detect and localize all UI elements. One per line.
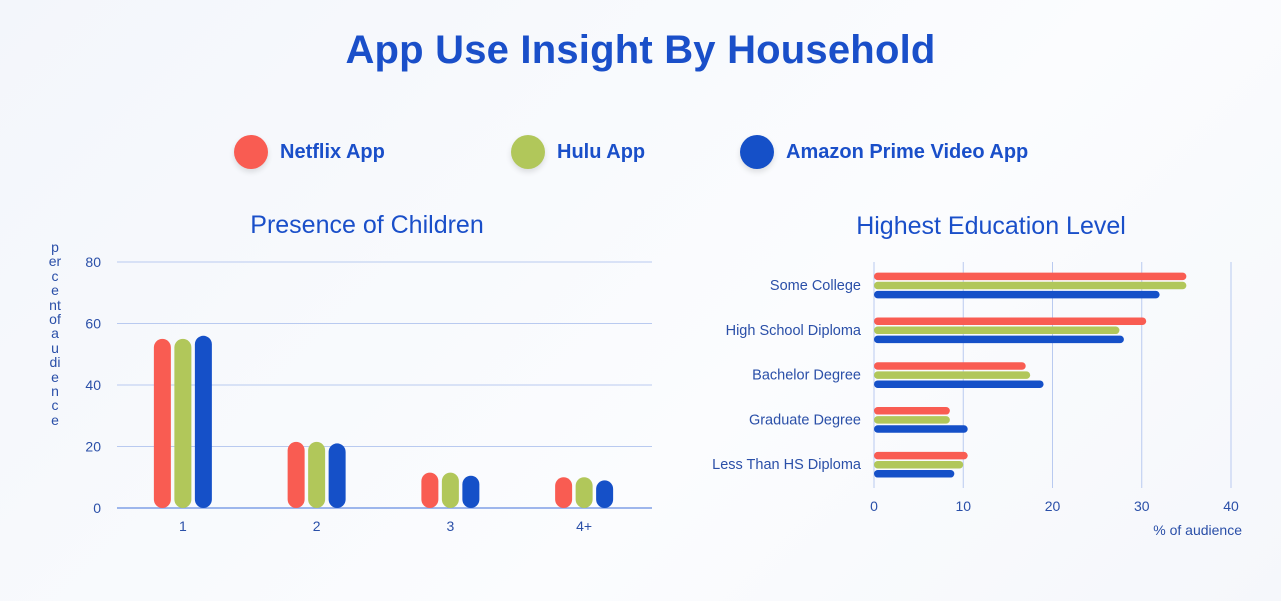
bar-children-hulu xyxy=(575,477,593,508)
bar-children-hulu xyxy=(174,338,192,508)
legend-item-netflix: Netflix App xyxy=(234,134,385,170)
legend-swatch-amazon xyxy=(740,135,774,169)
bar-children-amazon xyxy=(462,475,480,508)
legend-item-hulu: Hulu App xyxy=(511,134,645,170)
legend-label-amazon: Amazon Prime Video App xyxy=(786,140,1029,163)
education-x-tick-label: 20 xyxy=(1045,498,1061,514)
legend-swatch-netflix xyxy=(234,135,268,169)
bar-education-hulu xyxy=(874,326,1120,335)
bar-education-hulu xyxy=(874,371,1031,379)
children-y-tick-label: 20 xyxy=(85,439,101,455)
children-x-tick-label: 2 xyxy=(313,518,321,534)
bar-children-amazon xyxy=(328,443,346,508)
bar-education-hulu xyxy=(874,281,1187,290)
bar-children-netflix xyxy=(287,441,305,508)
bar-children-netflix xyxy=(153,338,171,508)
bar-education-netflix xyxy=(874,407,950,415)
children-y-tick-label: 0 xyxy=(93,500,101,516)
bar-children-netflix xyxy=(421,472,439,508)
education-x-axis-label: % of audience xyxy=(1153,522,1242,538)
education-y-tick-label: Some College xyxy=(770,278,861,294)
page-title: App Use Insight By Household xyxy=(345,28,936,72)
education-x-tick-label: 0 xyxy=(870,498,878,514)
bar-children-amazon xyxy=(596,480,614,508)
legend-swatch-hulu xyxy=(511,135,545,169)
bar-education-amazon xyxy=(874,425,968,433)
children-x-tick-label: 3 xyxy=(446,518,454,534)
children-y-tick-label: 40 xyxy=(85,377,101,393)
children-chart-title: Presence of Children xyxy=(250,211,484,239)
education-x-tick-label: 30 xyxy=(1134,498,1150,514)
bar-children-hulu xyxy=(308,441,326,508)
education-y-tick-label: Less Than HS Diploma xyxy=(712,457,862,473)
bar-education-netflix xyxy=(874,317,1147,325)
legend-label-hulu: Hulu App xyxy=(557,140,646,163)
bar-education-netflix xyxy=(874,451,968,460)
children-x-tick-label: 4+ xyxy=(576,518,592,534)
bar-education-hulu xyxy=(874,460,964,469)
children-y-tick-label: 60 xyxy=(85,316,101,332)
bar-education-hulu xyxy=(874,416,950,424)
bar-education-amazon xyxy=(874,290,1160,299)
education-y-tick-label: High School Diploma xyxy=(726,323,862,339)
legend-item-amazon: Amazon Prime Video App xyxy=(740,134,1028,170)
bar-education-netflix xyxy=(874,362,1026,370)
education-y-tick-label: Graduate Degree xyxy=(749,412,861,428)
education-x-tick-label: 40 xyxy=(1223,498,1239,514)
bar-education-amazon xyxy=(874,470,955,478)
bar-children-hulu xyxy=(441,472,459,508)
bar-education-amazon xyxy=(874,335,1124,344)
bar-children-amazon xyxy=(194,335,212,508)
children-y-axis-label: percent of audience xyxy=(48,239,65,428)
children-y-tick-label: 80 xyxy=(85,254,101,270)
education-y-tick-label: Bachelor Degree xyxy=(752,368,861,384)
bar-education-amazon xyxy=(874,380,1044,388)
children-x-tick-label: 1 xyxy=(179,518,187,534)
education-x-tick-label: 10 xyxy=(955,498,971,514)
bar-education-netflix xyxy=(874,272,1187,281)
education-chart-title: Highest Education Level xyxy=(856,212,1126,240)
legend-label-netflix: Netflix App xyxy=(280,140,385,163)
bar-children-netflix xyxy=(555,477,573,508)
